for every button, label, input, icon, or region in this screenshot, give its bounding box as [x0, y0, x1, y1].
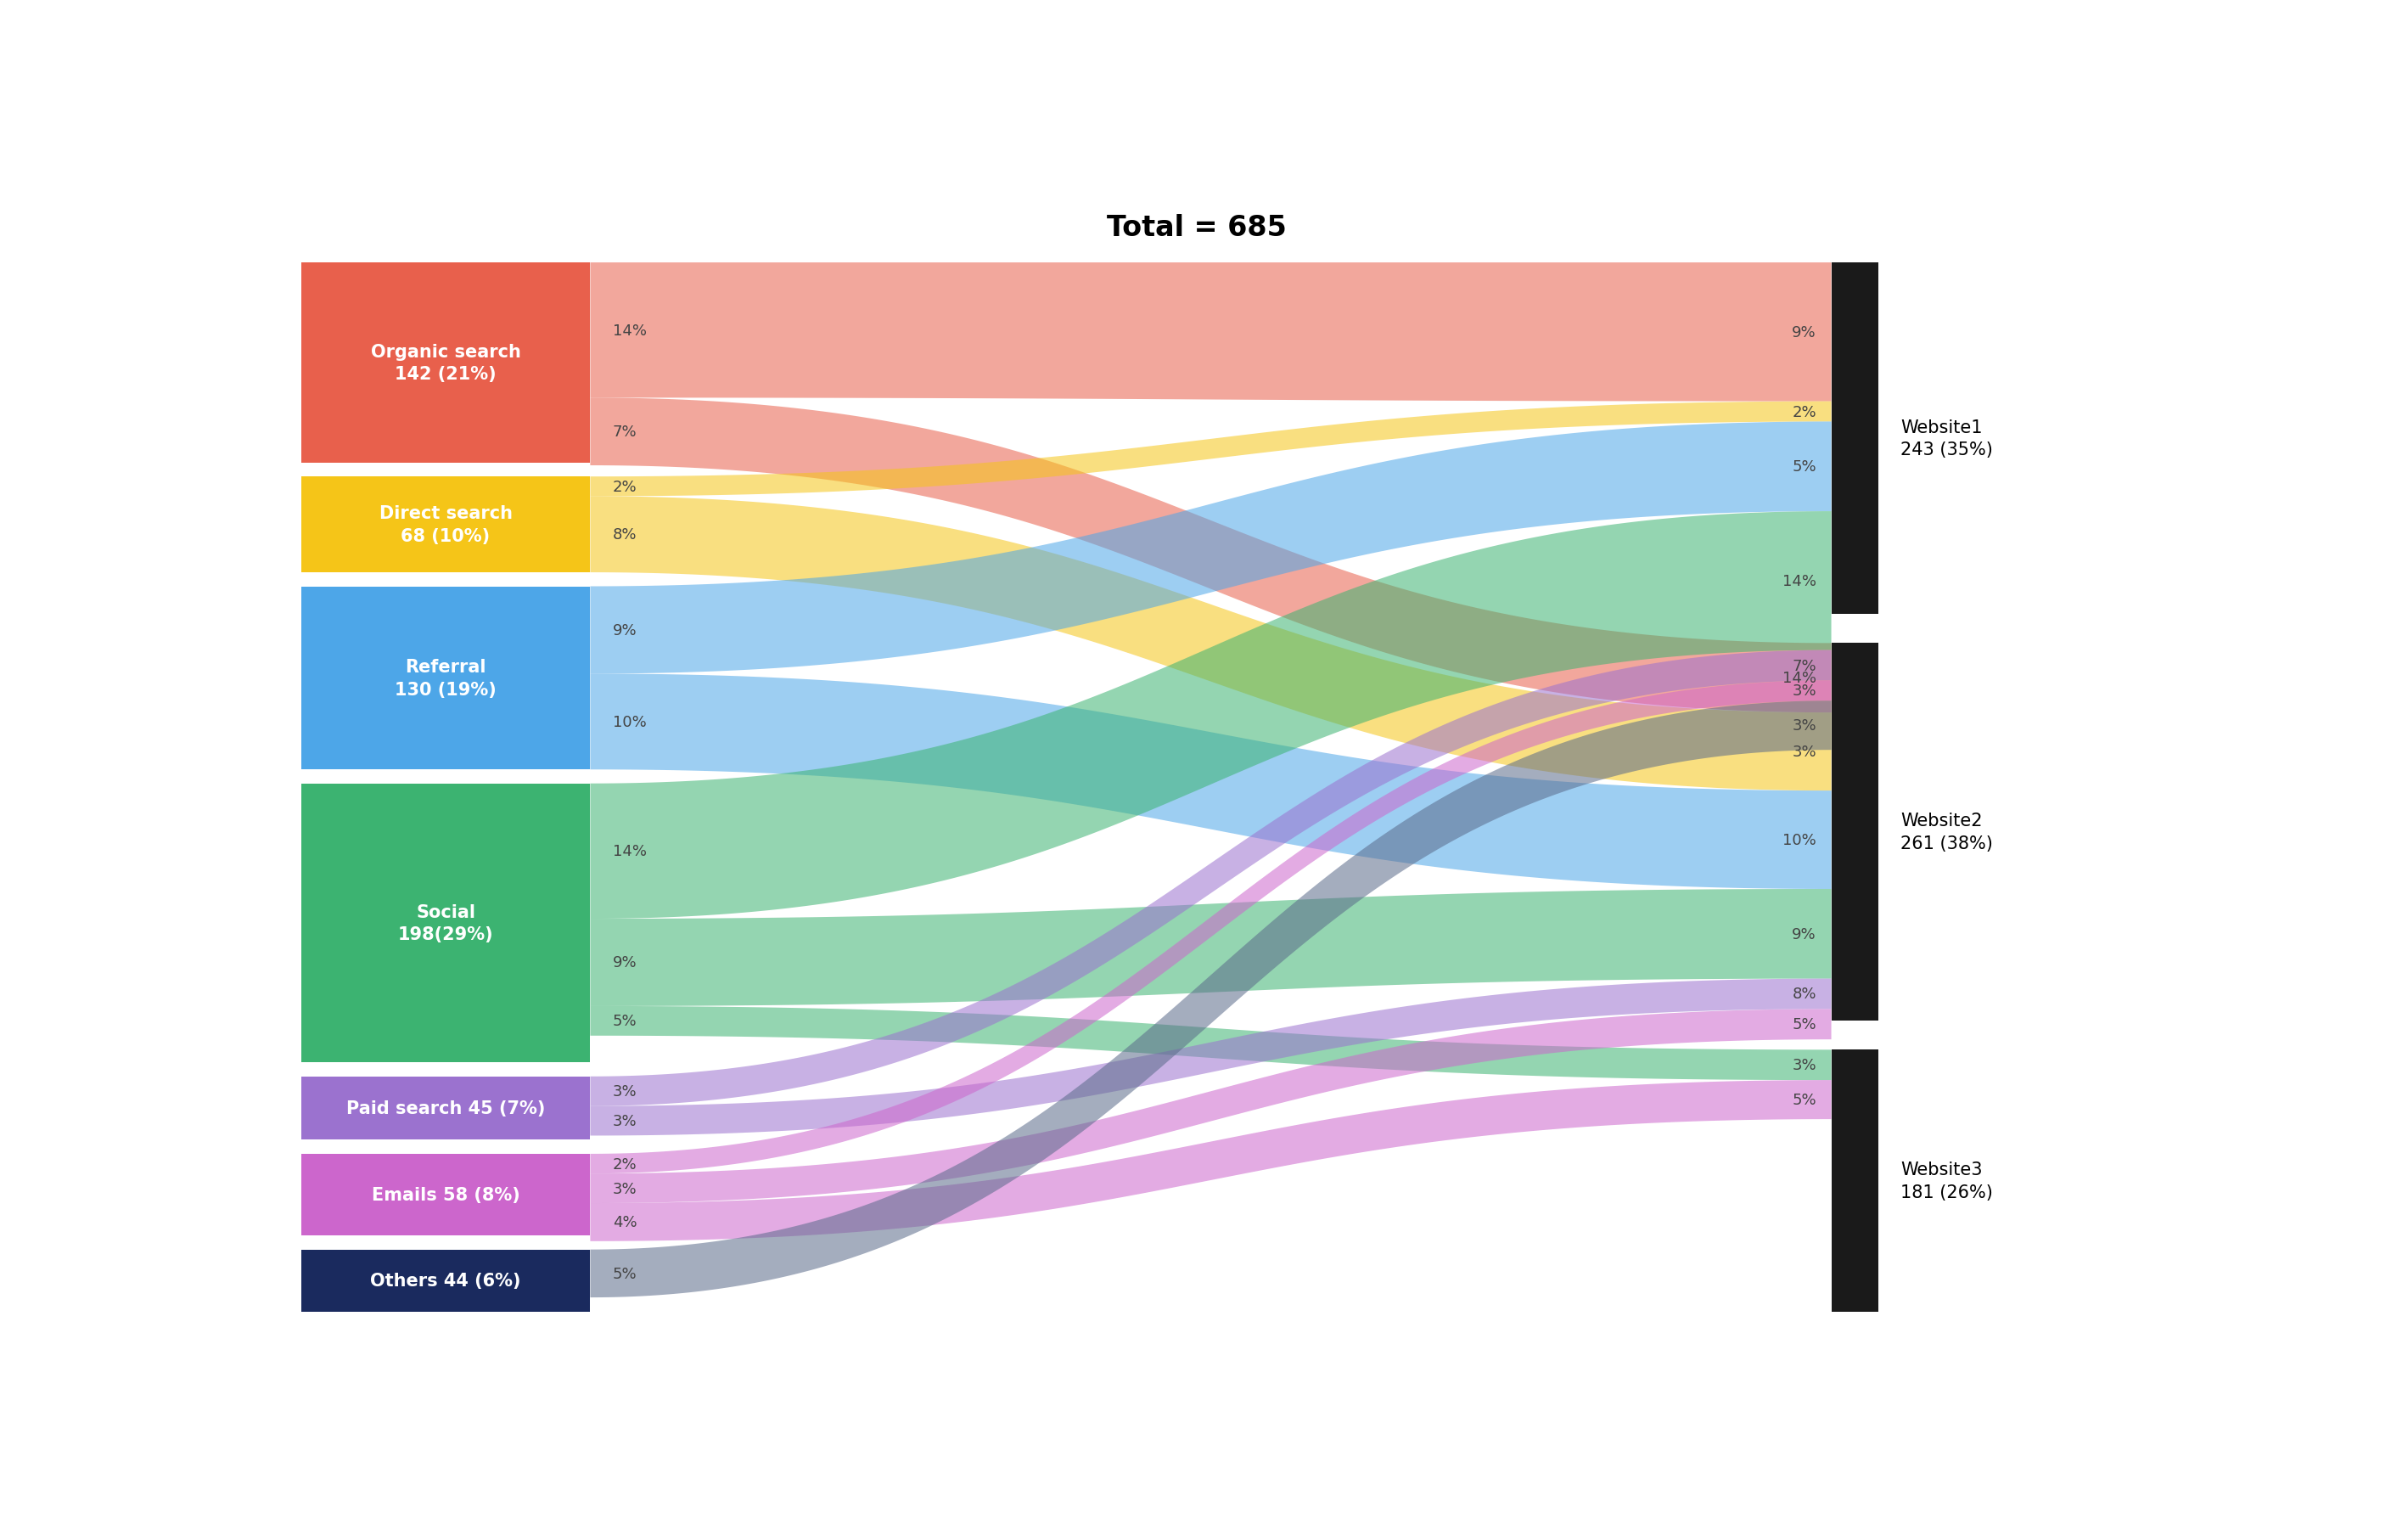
Text: 14%: 14% — [612, 324, 648, 339]
Polygon shape — [590, 675, 1832, 890]
Text: 5%: 5% — [1792, 1092, 1816, 1108]
Text: 8%: 8% — [1792, 986, 1816, 1002]
Text: Others 44 (6%): Others 44 (6%) — [371, 1272, 520, 1289]
Text: Paid search 45 (7%): Paid search 45 (7%) — [347, 1100, 544, 1117]
Text: 5%: 5% — [612, 1266, 638, 1282]
Text: 3%: 3% — [1792, 684, 1816, 699]
Text: 14%: 14% — [1782, 573, 1816, 589]
Text: 7%: 7% — [612, 425, 638, 440]
Text: 3%: 3% — [1792, 1058, 1816, 1073]
Bar — [301, 263, 590, 463]
Text: 3%: 3% — [612, 1180, 638, 1197]
Bar — [301, 1077, 590, 1139]
Text: 2%: 2% — [1792, 404, 1816, 419]
Text: 3%: 3% — [1792, 744, 1816, 760]
Text: 9%: 9% — [612, 623, 638, 638]
Text: 3%: 3% — [612, 1083, 638, 1098]
Text: 5%: 5% — [1792, 460, 1816, 475]
Text: Emails 58 (8%): Emails 58 (8%) — [371, 1186, 520, 1203]
Text: Referral
130 (19%): Referral 130 (19%) — [395, 658, 496, 697]
Polygon shape — [590, 979, 1832, 1136]
Text: 9%: 9% — [612, 955, 638, 970]
Text: 10%: 10% — [1782, 832, 1816, 847]
Bar — [1832, 1050, 1878, 1312]
Polygon shape — [590, 651, 1832, 1106]
Text: 9%: 9% — [1792, 325, 1816, 340]
Bar — [1832, 263, 1878, 614]
Text: Website3
181 (26%): Website3 181 (26%) — [1900, 1160, 1994, 1200]
Text: Organic search
142 (21%): Organic search 142 (21%) — [371, 343, 520, 383]
Bar — [301, 477, 590, 573]
Text: 5%: 5% — [612, 1014, 638, 1029]
Text: 8%: 8% — [612, 527, 636, 543]
Polygon shape — [590, 681, 1832, 1174]
Text: Social
198(29%): Social 198(29%) — [397, 903, 494, 943]
Text: 14%: 14% — [1782, 670, 1816, 685]
Bar — [1832, 643, 1878, 1021]
Text: 3%: 3% — [1792, 719, 1816, 734]
Bar — [301, 784, 590, 1062]
Polygon shape — [590, 422, 1832, 675]
Text: Website1
243 (35%): Website1 243 (35%) — [1900, 419, 1994, 458]
Text: Website2
261 (38%): Website2 261 (38%) — [1900, 812, 1994, 852]
Text: 5%: 5% — [1792, 1017, 1816, 1032]
Polygon shape — [590, 398, 1832, 713]
Polygon shape — [590, 496, 1832, 791]
Text: 7%: 7% — [1792, 658, 1816, 673]
Polygon shape — [590, 1009, 1832, 1203]
Text: Direct search
68 (10%): Direct search 68 (10%) — [378, 505, 513, 545]
Text: 3%: 3% — [612, 1114, 638, 1129]
Polygon shape — [590, 890, 1832, 1006]
Text: 10%: 10% — [612, 714, 645, 729]
Text: 4%: 4% — [612, 1215, 638, 1230]
Text: 2%: 2% — [612, 480, 638, 495]
Text: 14%: 14% — [612, 844, 648, 859]
Text: 2%: 2% — [612, 1156, 638, 1171]
Polygon shape — [590, 701, 1832, 1298]
Polygon shape — [590, 1006, 1832, 1080]
Polygon shape — [590, 511, 1832, 918]
Polygon shape — [590, 402, 1832, 496]
Bar — [301, 1250, 590, 1312]
Text: Total = 685: Total = 685 — [1108, 215, 1286, 242]
Bar — [301, 587, 590, 770]
Bar — [301, 1154, 590, 1236]
Polygon shape — [590, 1080, 1832, 1241]
Polygon shape — [590, 263, 1832, 402]
Text: 9%: 9% — [1792, 926, 1816, 941]
